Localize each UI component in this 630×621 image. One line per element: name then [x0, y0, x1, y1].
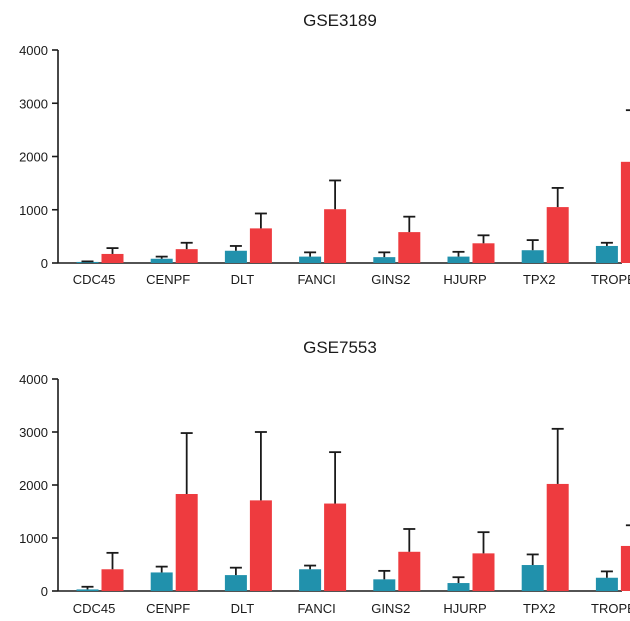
bar-normal [224, 575, 247, 591]
x-tick-label: GINS2 [371, 601, 410, 616]
y-tick-label: 0 [41, 584, 48, 599]
bar-tumor [472, 243, 495, 263]
bar-normal [595, 577, 618, 591]
bar-normal [447, 256, 470, 263]
chart-title: GSE3189 [303, 11, 377, 30]
x-tick-label: FANCI [297, 272, 335, 287]
x-tick-label: TPX2 [523, 272, 556, 287]
y-tick-label: 4000 [19, 372, 48, 387]
x-tick-label: HJURP [443, 272, 486, 287]
y-tick-label: 1000 [19, 203, 48, 218]
bar-tumor [324, 503, 347, 591]
chart-title: GSE7553 [303, 338, 377, 357]
bar-tumor [620, 161, 630, 263]
x-tick-label: CDC45 [73, 601, 116, 616]
bar-tumor [546, 207, 569, 263]
bar-normal [521, 250, 544, 263]
bar-normal [76, 589, 99, 591]
bar-tumor [175, 494, 198, 591]
chart-gse3189: GSE3189 0 1000 2000 3000 4000 CDC45 CENPF DLT FAN… [19, 11, 630, 287]
x-tick-label: DLT [231, 601, 255, 616]
bar-normal [150, 572, 173, 591]
bar-normal [595, 245, 618, 263]
bar-normal [373, 257, 396, 263]
y-tick-label: 4000 [19, 43, 48, 58]
x-tick-label: TROPB [591, 601, 630, 616]
y-tick-label: 3000 [19, 96, 48, 111]
x-tick-label: DLT [231, 272, 255, 287]
bar-tumor [101, 569, 124, 591]
bar-normal [447, 583, 470, 591]
y-tick-label: 2000 [19, 478, 48, 493]
bar-normal [299, 256, 322, 263]
bar-normal [373, 579, 396, 591]
bar-tumor [620, 545, 630, 591]
y-tick-label: 3000 [19, 425, 48, 440]
y-tick-label: 1000 [19, 531, 48, 546]
bar-tumor [546, 483, 569, 591]
bar-normal [76, 261, 99, 263]
x-tick-label: GINS2 [371, 272, 410, 287]
bar-normal [521, 565, 544, 591]
bar-tumor [101, 253, 124, 263]
x-tick-label: TPX2 [523, 601, 556, 616]
bar-tumor [249, 500, 272, 591]
chart-gse7553: GSE7553 0 1000 2000 3000 4000 CDC45 CENPF DLT FAN… [19, 338, 630, 616]
bar-tumor [249, 228, 272, 263]
x-tick-label: CENPF [146, 272, 190, 287]
x-tick-label: CDC45 [73, 272, 116, 287]
bar-normal [299, 569, 322, 591]
y-tick-label: 0 [41, 256, 48, 271]
x-tick-label: TROPB [591, 272, 630, 287]
bar-tumor [398, 551, 421, 591]
bar-normal [224, 250, 247, 263]
bar-tumor [472, 553, 495, 591]
bar-tumor [175, 249, 198, 263]
bar-tumor [324, 209, 347, 263]
bar-normal [150, 258, 173, 263]
y-tick-label: 2000 [19, 150, 48, 165]
x-tick-label: HJURP [443, 601, 486, 616]
bar-tumor [398, 232, 421, 263]
x-tick-label: FANCI [297, 601, 335, 616]
x-tick-label: CENPF [146, 601, 190, 616]
